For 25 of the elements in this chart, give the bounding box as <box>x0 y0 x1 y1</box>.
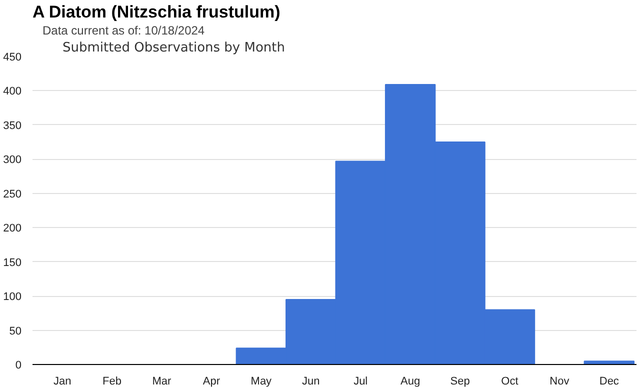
x-tick-label: Mar <box>152 376 172 388</box>
y-tick-label: 450 <box>3 52 22 64</box>
x-tick-label: Apr <box>202 376 220 388</box>
x-tick-label: Aug <box>400 376 420 388</box>
text: Submitted Observations by Month <box>62 40 285 56</box>
x-tick-label: Dec <box>599 376 620 388</box>
x-tick-label: May <box>250 376 272 388</box>
chart-subtitle: Data current as of: 10/18/2024 <box>42 24 205 38</box>
y-tick-label: 0 <box>15 360 22 372</box>
x-tick-label: Nov <box>550 376 570 388</box>
y-tick-label: 300 <box>3 154 22 166</box>
y-tick-label: 150 <box>3 256 22 269</box>
y-tick-label: 50 <box>9 325 22 338</box>
x-tick-label: Jan <box>53 376 72 388</box>
y-tick-label: 200 <box>3 222 22 235</box>
y-tick-label: 350 <box>3 120 22 132</box>
x-tick-label: Jun <box>302 376 320 388</box>
x-tick-label: Feb <box>102 376 122 388</box>
y-tick-label: 400 <box>3 86 22 98</box>
y-tick-label: 250 <box>3 188 22 200</box>
chart-title: A Diatom (Nitzschia frustulum) <box>32 2 280 22</box>
y-tick-label: 100 <box>3 291 22 304</box>
x-tick-label: Sep <box>450 376 470 388</box>
x-tick-label: Oct <box>501 376 518 388</box>
x-tick-label: Jul <box>354 376 368 388</box>
